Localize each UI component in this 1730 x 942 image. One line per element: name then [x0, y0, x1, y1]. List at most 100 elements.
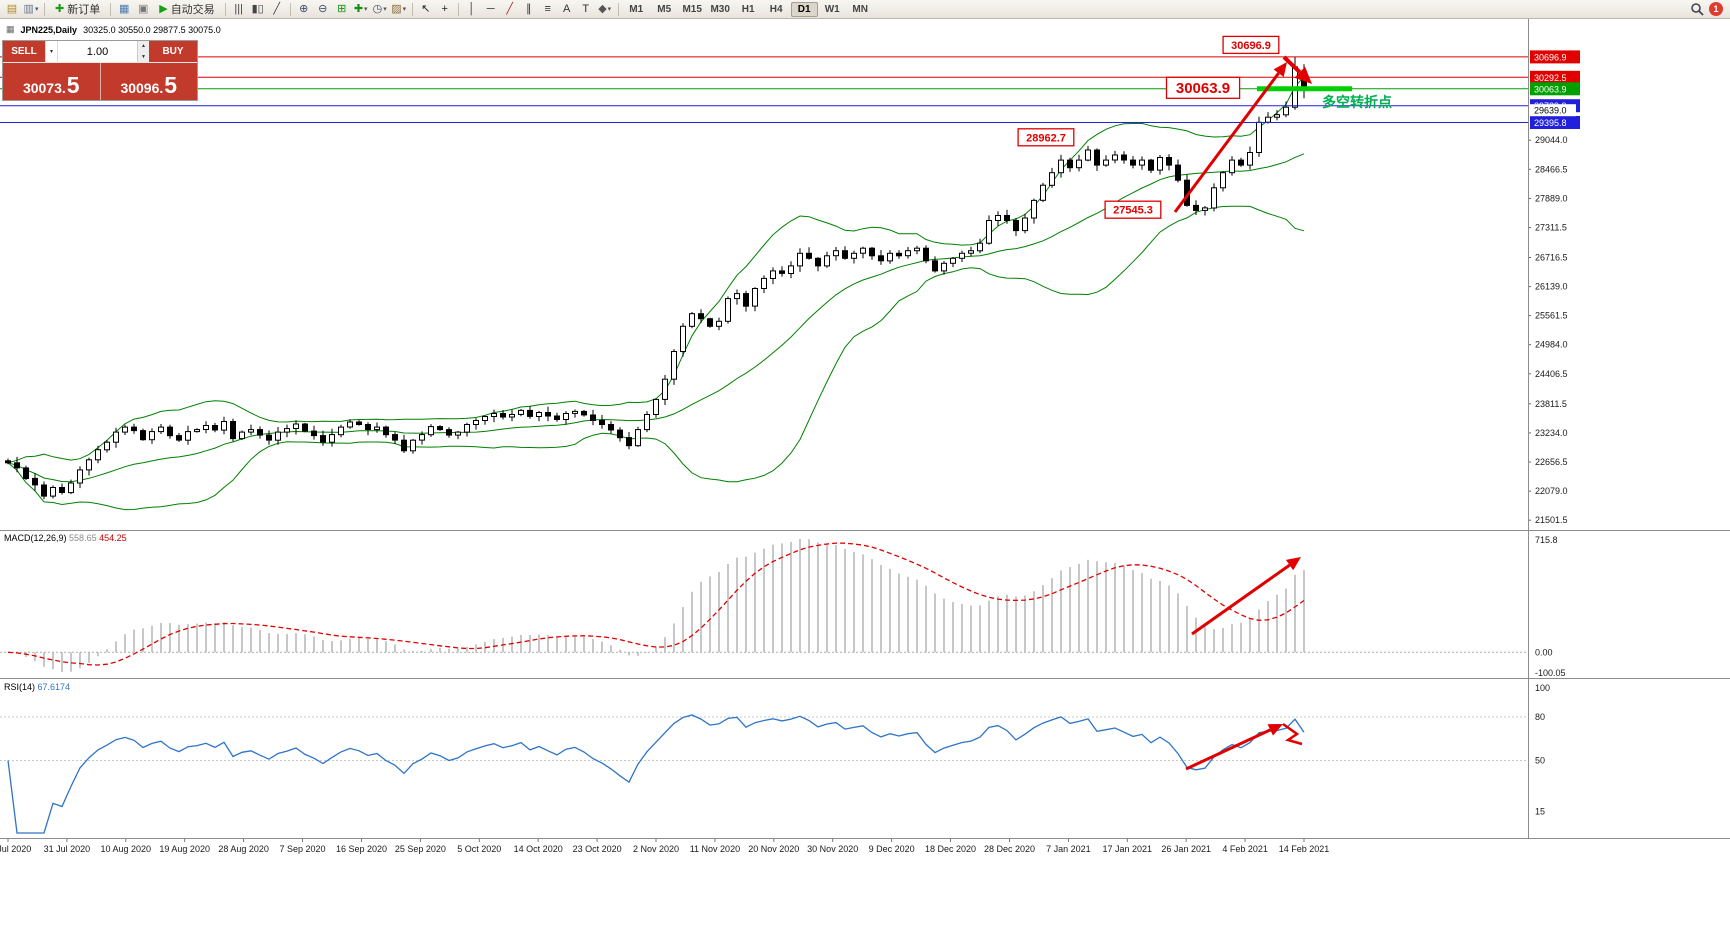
annotation-green-text[interactable]: 多空转折点 — [1322, 94, 1392, 110]
svg-text:5 Oct 2020: 5 Oct 2020 — [457, 844, 501, 854]
annotation-price-box[interactable] — [1222, 35, 1280, 55]
price-flag[interactable] — [1530, 50, 1580, 64]
svg-text:30063.9: 30063.9 — [1534, 84, 1567, 94]
market-watch-icon[interactable]: ▦ — [119, 2, 130, 15]
rsi-value: 67.6174 — [37, 682, 71, 692]
svg-text:25 Sep 2020: 25 Sep 2020 — [395, 844, 446, 854]
rsi-plot — [0, 714, 1528, 834]
svg-text:27545.3: 27545.3 — [1113, 205, 1153, 217]
vertical-line-icon[interactable]: │ — [468, 2, 476, 15]
annotation-arrow[interactable] — [1191, 563, 1291, 636]
annotation-price-box[interactable] — [1017, 128, 1075, 147]
fibonacci-icon[interactable]: ≡ — [544, 2, 551, 15]
timeframe-m1[interactable]: M1 — [629, 3, 644, 15]
price-flag[interactable] — [1530, 70, 1580, 84]
timeframe-m30[interactable]: M30 — [710, 3, 730, 15]
annotation-price-box[interactable] — [1165, 76, 1241, 99]
order-type-dropdown[interactable]: ▾ — [45, 41, 58, 62]
svg-text:22079.0: 22079.0 — [1535, 486, 1568, 496]
new-order-button[interactable]: ✚ 新订单 — [55, 2, 101, 16]
trade-panel-top-row: SELL ▾ ▲ ▼ BUY — [3, 41, 197, 62]
svg-text:14 Oct 2020: 14 Oct 2020 — [514, 844, 563, 854]
volume-input[interactable] — [58, 41, 137, 62]
trendline-icon[interactable]: ╱ — [506, 2, 513, 15]
macd-main-value: 558.65 — [69, 533, 97, 543]
svg-text:29395.8: 29395.8 — [1534, 118, 1567, 128]
search-icon[interactable] — [1690, 2, 1704, 16]
annotation-zigzag[interactable] — [1282, 722, 1303, 746]
crosshair-icon[interactable]: + — [441, 2, 448, 15]
timeframe-m15[interactable]: M15 — [682, 3, 702, 15]
macd-plot — [0, 539, 1528, 672]
annotation-arrowhead — [1267, 724, 1283, 736]
label-icon[interactable]: T — [582, 2, 590, 15]
svg-text:26716.5: 26716.5 — [1535, 253, 1568, 263]
sell-price[interactable]: 30073. 5 — [3, 63, 101, 100]
timeframe-d1[interactable]: D1 — [790, 1, 818, 17]
sell-button[interactable]: SELL — [3, 41, 45, 62]
svg-text:30696.9: 30696.9 — [1534, 52, 1567, 62]
svg-text:16 Sep 2020: 16 Sep 2020 — [336, 844, 387, 854]
svg-text:50: 50 — [1535, 756, 1545, 766]
periods-icon[interactable]: ◷ ▾ — [372, 2, 387, 15]
svg-text:24984.0: 24984.0 — [1535, 340, 1568, 350]
svg-text:23 Oct 2020: 23 Oct 2020 — [573, 844, 622, 854]
navigator-icon[interactable]: ▣ — [138, 2, 149, 15]
timeframe-h4[interactable]: H4 — [769, 3, 783, 15]
annotation-price-box[interactable] — [1104, 200, 1162, 219]
toolbar-items: ▤ ▥ ▾ ✚ 新订单 ▦ ▣ ▶ 自动交易 ||| ▮▯ ╱ ⊕ ⊖ ⊞ ✚ ▾ ◷ ▾ ▨ ▾ ↖ + │ ─ ╱ ∥ ≡ A T ◆ ▾… — [3, 1, 874, 17]
timeframe-w1[interactable]: W1 — [824, 3, 840, 15]
candlestick-chart-icon[interactable]: ▮▯ — [251, 2, 264, 15]
new-chart-icon[interactable]: ▤ — [6, 2, 18, 15]
timeframe-h1[interactable]: H1 — [741, 3, 755, 15]
svg-text:27311.5: 27311.5 — [1535, 223, 1567, 233]
zoom-out-icon[interactable]: ⊖ — [318, 2, 328, 15]
text-icon[interactable]: A — [563, 2, 571, 15]
buy-price[interactable]: 30096. 5 — [100, 63, 197, 100]
notification-badge[interactable]: 1 — [1709, 2, 1723, 16]
cursor-icon[interactable]: ↖ — [421, 2, 431, 15]
annotation-arrow[interactable] — [1185, 728, 1271, 771]
svg-text:19 Aug 2020: 19 Aug 2020 — [159, 844, 210, 854]
volume-down-button[interactable]: ▼ — [138, 51, 149, 62]
svg-text:26 Jan 2021: 26 Jan 2021 — [1161, 844, 1211, 854]
buy-button[interactable]: BUY — [149, 41, 197, 62]
bar-chart-icon[interactable]: ||| — [234, 2, 243, 15]
timeframe-m5[interactable]: M5 — [657, 3, 672, 15]
svg-text:9 Dec 2020: 9 Dec 2020 — [869, 844, 915, 854]
svg-text:30 Nov 2020: 30 Nov 2020 — [807, 844, 858, 854]
volume-up-button[interactable]: ▲ — [138, 41, 149, 52]
sell-price-pip: 5 — [66, 72, 80, 99]
zoom-in-icon[interactable]: ⊕ — [299, 2, 309, 15]
indicators-icon[interactable]: ✚ ▾ — [353, 2, 368, 15]
shapes-icon[interactable]: ◆ ▾ — [598, 2, 612, 15]
horizontal-line-icon[interactable]: ─ — [486, 2, 495, 15]
svg-text:30063.9: 30063.9 — [1176, 80, 1230, 97]
annotation-arrow[interactable] — [1282, 55, 1302, 74]
price-flag[interactable] — [1530, 116, 1580, 129]
profiles-icon[interactable]: ▥ ▾ — [23, 2, 39, 15]
templates-icon[interactable]: ▨ ▾ — [391, 2, 407, 15]
toolbar: ▤ ▥ ▾ ✚ 新订单 ▦ ▣ ▶ 自动交易 ||| ▮▯ ╱ ⊕ ⊖ ⊞ ✚ ▾ ◷ ▾ ▨ ▾ ↖ + │ ─ ╱ ∥ ≡ A T ◆ ▾… — [0, 0, 1730, 19]
autotrade-button[interactable]: ▶ 自动交易 — [159, 2, 215, 16]
one-click-trade-panel: SELL ▾ ▲ ▼ BUY 30073. 5 30096. 5 — [2, 40, 198, 101]
buy-price-pip: 5 — [164, 72, 178, 99]
svg-text:29044.0: 29044.0 — [1535, 135, 1568, 145]
annotation-arrow[interactable] — [1173, 72, 1280, 213]
svg-text:28962.7: 28962.7 — [1026, 132, 1066, 144]
timeframe-mn[interactable]: MN — [852, 3, 868, 15]
channel-icon[interactable]: ∥ — [525, 2, 532, 15]
price-plot[interactable] — [5, 56, 1307, 511]
svg-text:18 Dec 2020: 18 Dec 2020 — [925, 844, 976, 854]
tile-windows-icon[interactable]: ⊞ — [337, 2, 347, 15]
svg-text:25561.5: 25561.5 — [1535, 311, 1568, 321]
svg-text:24406.5: 24406.5 — [1535, 369, 1568, 379]
svg-text:28466.5: 28466.5 — [1535, 164, 1568, 174]
buy-price-main: 30096. — [120, 79, 164, 96]
line-chart-icon[interactable]: ╱ — [273, 2, 280, 15]
price-flag[interactable] — [1530, 82, 1580, 96]
macd-signal-value: 454.25 — [99, 533, 127, 543]
svg-text:4 Feb 2021: 4 Feb 2021 — [1222, 844, 1268, 854]
annotation-arrowhead — [1285, 557, 1301, 571]
